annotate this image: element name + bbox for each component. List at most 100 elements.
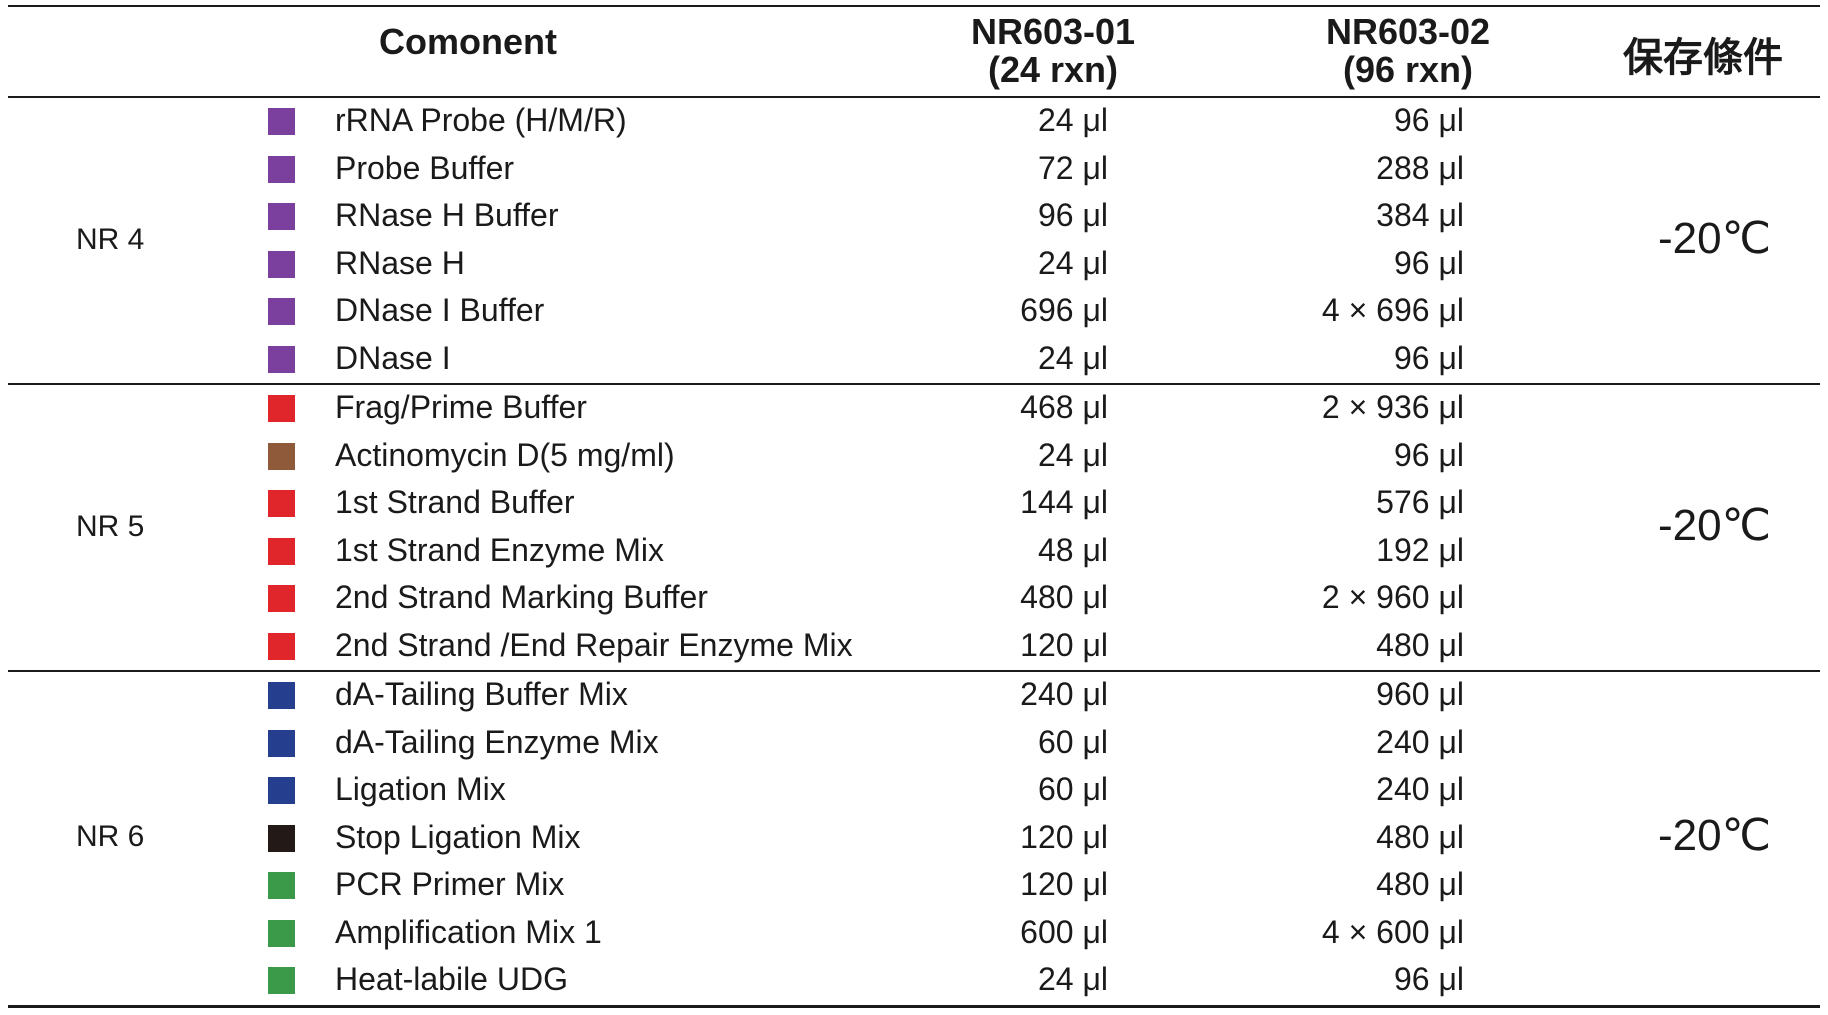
- component-name: 1st Strand Enzyme Mix: [335, 531, 664, 568]
- group-1: NR 5 -20℃ Frag/Prime Buffer 468 μl 2 × 936 μ…: [8, 385, 1820, 670]
- group-0: NR 4 -20℃ rRNA Probe (H/M/R) 24 μl 96 μl Prob…: [8, 98, 1820, 383]
- table-row: RNase H 24 μl 96 μl: [8, 241, 1820, 289]
- volume-24rxn: 480 μl: [1020, 579, 1108, 615]
- header-col2-rxn: (96 rxn): [1342, 49, 1474, 90]
- color-swatch: [268, 250, 295, 278]
- table-row: Ligation Mix 60 μl 240 μl: [8, 767, 1820, 815]
- volume-96rxn: 96 μl: [1393, 102, 1464, 138]
- volume-96rxn: 480 μl: [1376, 818, 1464, 855]
- color-swatch: [268, 632, 295, 660]
- table-row: 2nd Strand Marking Buffer 480 μl 2 × 960 μ…: [8, 575, 1820, 623]
- color-swatch: [268, 824, 295, 852]
- volume-24rxn: 120 μl: [1020, 866, 1108, 902]
- color-swatch: [268, 777, 295, 804]
- color-swatch: [268, 108, 295, 135]
- color-swatch: [268, 442, 295, 470]
- header-col2-title: NR603-02: [1325, 11, 1491, 52]
- header-col1-rxn: (24 rxn): [987, 49, 1119, 90]
- component-name: Ligation Mix: [335, 771, 506, 807]
- volume-24rxn: 24 μl: [1037, 102, 1108, 138]
- table-row: RNase H Buffer 96 μl 384 μl: [8, 193, 1820, 241]
- component-name: Heat-labile UDG: [335, 961, 568, 997]
- color-swatch: [268, 585, 295, 612]
- table-row: Actinomycin D(5 mg/ml) 24 μl 96 μl: [8, 433, 1820, 481]
- component-name: Stop Ligation Mix: [335, 818, 581, 855]
- table-row: 2nd Strand /End Repair Enzyme Mix 120 μl 4…: [8, 623, 1820, 671]
- volume-24rxn: 48 μl: [1037, 531, 1108, 568]
- volume-24rxn: 24 μl: [1037, 436, 1108, 473]
- component-name: RNase H Buffer: [335, 197, 559, 233]
- table-row: PCR Primer Mix 120 μl 480 μl: [8, 862, 1820, 910]
- component-name: rRNA Probe (H/M/R): [335, 102, 627, 138]
- header-col2: NR603-02 (96 rxn): [1223, 13, 1593, 89]
- color-swatch: [268, 872, 295, 899]
- group-label: NR 6: [76, 820, 145, 854]
- volume-96rxn: 240 μl: [1376, 771, 1464, 807]
- table-row: Frag/Prime Buffer 468 μl 2 × 936 μl: [8, 385, 1820, 433]
- volume-24rxn: 96 μl: [1037, 197, 1108, 233]
- component-name: 1st Strand Buffer: [335, 484, 575, 520]
- component-name: PCR Primer Mix: [335, 866, 565, 902]
- component-name: RNase H: [335, 244, 465, 281]
- header-col1-title: NR603-01: [970, 11, 1136, 52]
- volume-96rxn: 960 μl: [1376, 676, 1464, 712]
- group-rule: [8, 670, 1820, 672]
- component-name: Frag/Prime Buffer: [335, 389, 587, 425]
- color-swatch: [268, 967, 295, 994]
- color-swatch: [268, 298, 295, 325]
- volume-96rxn: 4 × 600 μl: [1321, 913, 1464, 950]
- volume-96rxn: 96 μl: [1393, 244, 1464, 281]
- component-name: DNase I Buffer: [335, 292, 545, 328]
- table-row: dA-Tailing Buffer Mix 240 μl 960 μl: [8, 672, 1820, 720]
- table-row: Heat-labile UDG 24 μl 96 μl: [8, 957, 1820, 1005]
- volume-96rxn: 96 μl: [1393, 961, 1464, 997]
- header-storage: 保存條件: [1623, 36, 1783, 80]
- group-2: NR 6 -20℃ dA-Tailing Buffer Mix 240 μl 960 μ…: [8, 672, 1820, 1005]
- volume-24rxn: 60 μl: [1037, 771, 1108, 807]
- color-swatch: [268, 490, 295, 517]
- volume-96rxn: 2 × 960 μl: [1321, 579, 1464, 615]
- color-swatch: [268, 537, 295, 565]
- volume-24rxn: 72 μl: [1037, 149, 1108, 186]
- component-name: dA-Tailing Enzyme Mix: [335, 723, 659, 760]
- volume-24rxn: 120 μl: [1020, 818, 1108, 855]
- color-swatch: [268, 395, 295, 422]
- volume-96rxn: 240 μl: [1376, 723, 1464, 760]
- volume-24rxn: 60 μl: [1037, 723, 1108, 760]
- header-rule: [8, 96, 1820, 98]
- volume-24rxn: 24 μl: [1037, 961, 1108, 997]
- volume-24rxn: 144 μl: [1020, 484, 1108, 520]
- volume-96rxn: 480 μl: [1376, 866, 1464, 902]
- table-row: DNase I Buffer 696 μl 4 × 696 μl: [8, 288, 1820, 336]
- volume-96rxn: 576 μl: [1376, 484, 1464, 520]
- group-rule: [8, 383, 1820, 385]
- bottom-rule: [8, 1004, 1820, 1008]
- group-label: NR 4: [76, 222, 145, 256]
- volume-96rxn: 96 μl: [1393, 339, 1464, 376]
- component-name: 2nd Strand /End Repair Enzyme Mix: [335, 626, 853, 663]
- top-rule: [8, 5, 1820, 7]
- volume-24rxn: 600 μl: [1020, 913, 1108, 950]
- volume-96rxn: 2 × 936 μl: [1321, 389, 1464, 425]
- table-row: dA-Tailing Enzyme Mix 60 μl 240 μl: [8, 720, 1820, 768]
- storage-temperature: -20℃: [1658, 500, 1772, 550]
- component-name: dA-Tailing Buffer Mix: [335, 676, 628, 712]
- color-swatch: [268, 345, 295, 373]
- component-name: Amplification Mix 1: [335, 913, 602, 950]
- color-swatch: [268, 729, 295, 757]
- color-swatch: [268, 919, 295, 947]
- volume-24rxn: 240 μl: [1020, 676, 1108, 712]
- color-swatch: [268, 155, 295, 183]
- table-row: rRNA Probe (H/M/R) 24 μl 96 μl: [8, 98, 1820, 146]
- volume-96rxn: 96 μl: [1393, 436, 1464, 473]
- color-swatch: [268, 203, 295, 230]
- header-col1: NR603-01 (24 rxn): [868, 13, 1238, 89]
- volume-96rxn: 384 μl: [1376, 197, 1464, 233]
- volume-24rxn: 24 μl: [1037, 244, 1108, 281]
- color-swatch: [268, 682, 295, 709]
- table-row: DNase I 24 μl 96 μl: [8, 336, 1820, 384]
- volume-24rxn: 24 μl: [1037, 339, 1108, 376]
- table-row: Probe Buffer 72 μl 288 μl: [8, 146, 1820, 194]
- group-label: NR 5: [76, 509, 145, 543]
- volume-24rxn: 696 μl: [1020, 292, 1108, 328]
